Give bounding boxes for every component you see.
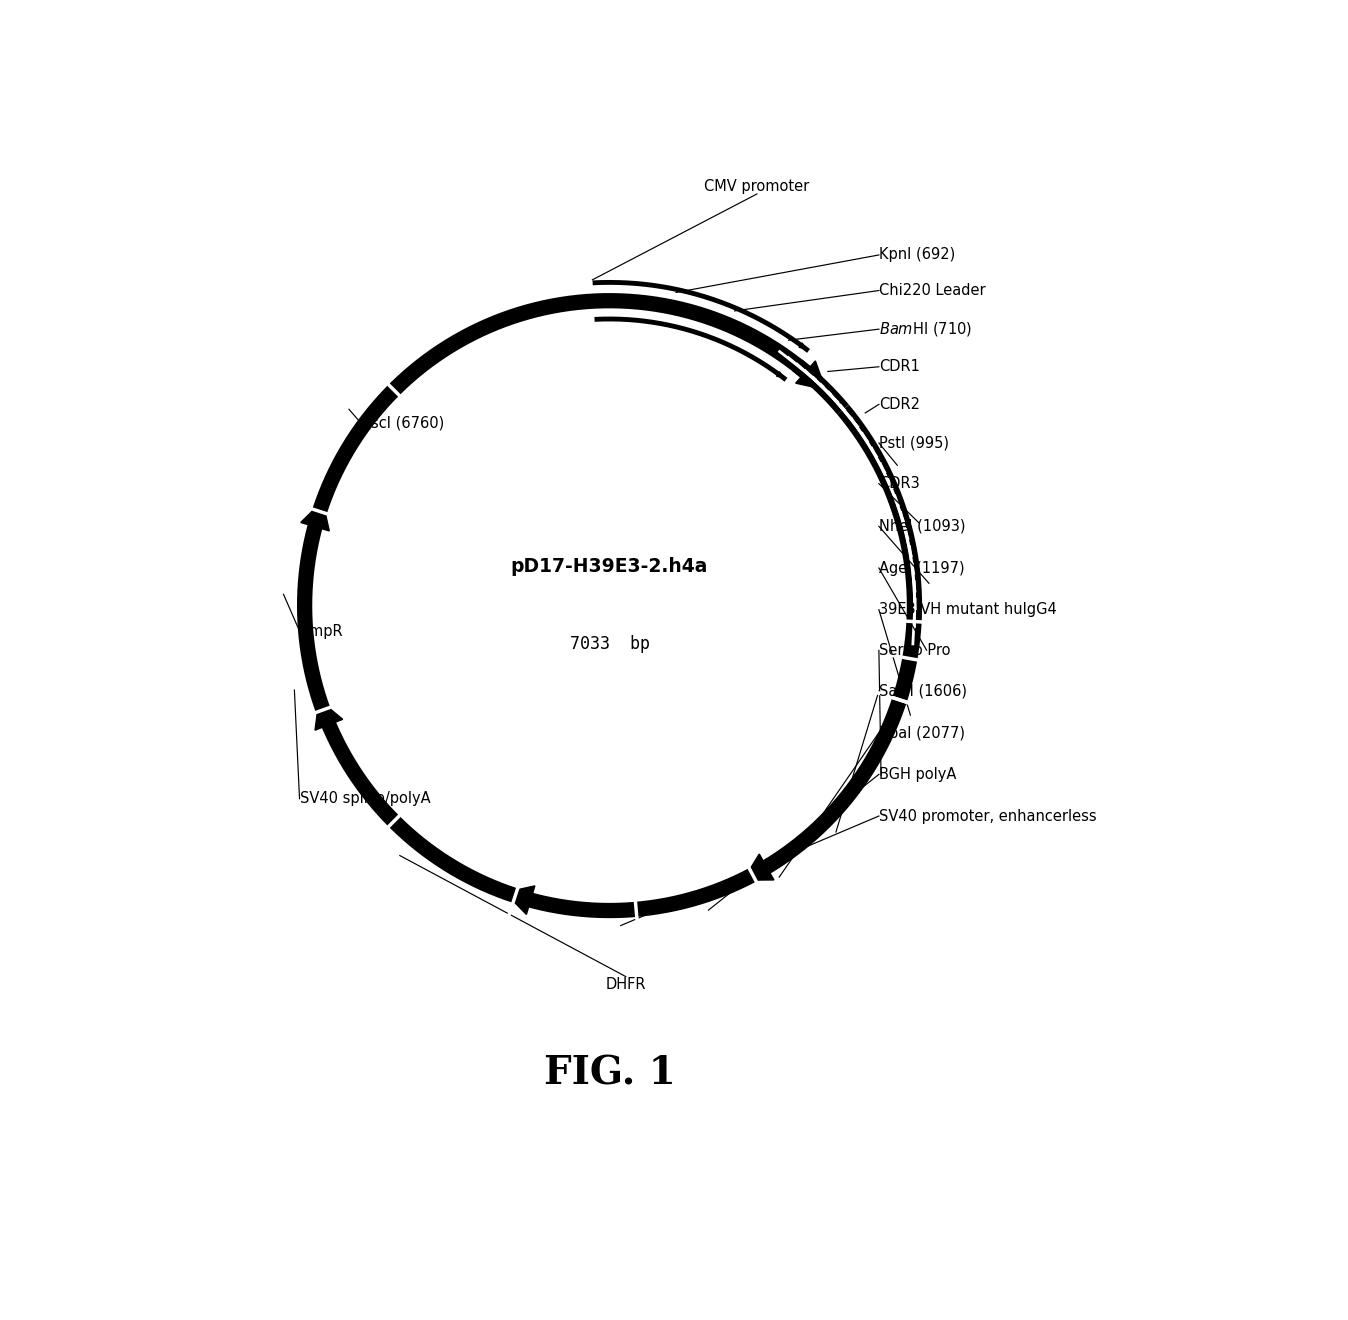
Text: AgeI (1197): AgeI (1197): [879, 561, 965, 576]
Text: 7033  bp: 7033 bp: [570, 635, 650, 653]
Text: CMV promoter: CMV promoter: [704, 180, 810, 194]
Polygon shape: [315, 700, 342, 730]
Text: CDR2: CDR2: [879, 397, 919, 412]
Text: KpnI (692): KpnI (692): [879, 247, 956, 263]
Text: Ser to Pro: Ser to Pro: [879, 643, 950, 657]
Text: FIG. 1: FIG. 1: [543, 1055, 675, 1092]
Polygon shape: [506, 886, 535, 915]
Text: SV40 splice/polyA: SV40 splice/polyA: [299, 791, 430, 807]
Text: PstI (995): PstI (995): [879, 436, 949, 450]
Polygon shape: [301, 500, 329, 531]
Text: 39E3 VH mutant huIgG4: 39E3 VH mutant huIgG4: [879, 602, 1057, 618]
Text: BGH polyA: BGH polyA: [879, 767, 956, 781]
Text: CDR1: CDR1: [879, 359, 919, 375]
Polygon shape: [743, 854, 774, 880]
Text: AscI (6760): AscI (6760): [360, 416, 443, 430]
Text: SacII (1606): SacII (1606): [879, 684, 967, 698]
Text: DHFR: DHFR: [605, 977, 646, 991]
Text: CDR3: CDR3: [879, 477, 919, 491]
Text: $\it{Bam}$HI (710): $\it{Bam}$HI (710): [879, 321, 972, 338]
Text: AmpR: AmpR: [299, 623, 344, 639]
Text: NheI (1093): NheI (1093): [879, 519, 965, 533]
Text: XbaI (2077): XbaI (2077): [879, 725, 965, 741]
Polygon shape: [795, 360, 826, 389]
Text: SV40 promoter, enhancerless: SV40 promoter, enhancerless: [879, 809, 1096, 824]
Text: pD17-H39E3-2.h4a: pD17-H39E3-2.h4a: [511, 557, 708, 577]
Text: Chi220 Leader: Chi220 Leader: [879, 282, 985, 298]
